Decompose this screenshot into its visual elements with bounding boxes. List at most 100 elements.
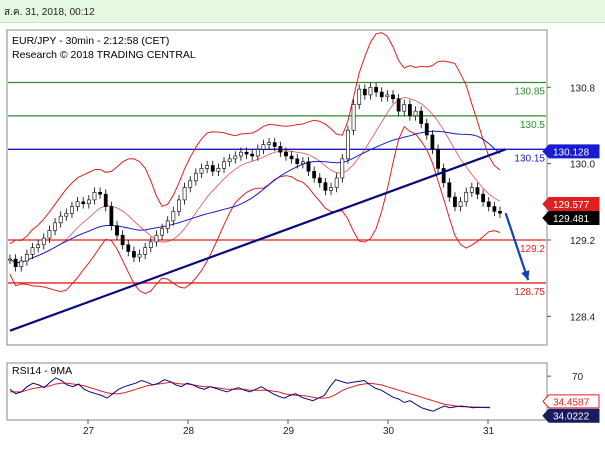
- candle-body-41: [239, 151, 243, 157]
- candle-body-5: [36, 244, 41, 248]
- level-label-1: 130.5: [520, 120, 545, 131]
- candle-body-57: [329, 187, 333, 191]
- candle-body-14: [86, 199, 91, 205]
- candle-body-87: [498, 211, 502, 214]
- candle-body-32: [188, 180, 193, 188]
- candle-body-4: [30, 247, 35, 255]
- price-tags: 130.128 129.577 129.481 34.4587 34.0222: [542, 144, 600, 423]
- candle-body-27: [160, 228, 164, 236]
- candle-body-86: [492, 206, 497, 212]
- candle-body-11: [70, 206, 74, 214]
- candle-body-33: [193, 172, 198, 182]
- candle-body-77: [441, 168, 446, 184]
- candle-body-31: [182, 187, 187, 201]
- moving-average: [9, 130, 501, 264]
- candle-body-65: [374, 86, 378, 93]
- candle-body-54: [312, 170, 317, 179]
- price-tag-0-bg: [542, 144, 600, 159]
- candle-body-68: [391, 94, 395, 100]
- rsi-y-tick-label-0: 70: [572, 372, 584, 383]
- candle-body-48: [278, 146, 283, 153]
- candle-body-30: [177, 199, 181, 212]
- candle-body-42: [244, 151, 249, 155]
- chart-subtitle: Research © 2018 TRADING CENTRAL: [12, 49, 196, 61]
- bollinger-lower: [9, 125, 501, 295]
- candle-body-60: [346, 129, 350, 160]
- candle-body-16: [98, 191, 103, 195]
- candle-body-62: [357, 88, 362, 105]
- candle-body-66: [379, 91, 384, 98]
- candle-body-29: [171, 211, 176, 222]
- y-tick-label-0: 130.8: [570, 83, 595, 94]
- trendline-group: [9, 148, 530, 332]
- x-axis-ticks: 27 28 29 30 31: [83, 420, 495, 437]
- candle-body-9: [58, 215, 63, 224]
- candle-body-15: [92, 191, 97, 201]
- candle-body-71: [407, 104, 412, 117]
- candle-body-28: [165, 220, 170, 229]
- candle-body-0: [8, 258, 12, 261]
- x-tick-label-4: 31: [483, 426, 495, 437]
- price-tag-1-label: 129.577: [553, 200, 590, 211]
- candle-body-73: [419, 110, 424, 124]
- candle-body-75: [430, 134, 435, 150]
- candle-body-64: [368, 86, 373, 96]
- candle-body-81: [464, 191, 469, 203]
- candle-body-43: [250, 153, 255, 157]
- candle-body-76: [436, 149, 440, 169]
- y-tick-label-2: 129.2: [570, 236, 595, 247]
- candle-body-38: [222, 161, 226, 169]
- candle-body-84: [481, 193, 486, 203]
- rsi-line: [9, 377, 491, 412]
- candle-body-61: [351, 104, 356, 131]
- price-tag-0-label: 130.128: [553, 147, 590, 158]
- candle-body-12: [75, 201, 80, 207]
- bollinger-bands: [9, 32, 501, 295]
- level-label-2: 130.15: [514, 153, 545, 164]
- bollinger-upper: [9, 32, 501, 245]
- candle-body-74: [424, 123, 429, 136]
- price-tag-1-bg: [542, 197, 600, 212]
- candle-body-56: [323, 182, 328, 191]
- candle-body-35: [205, 165, 210, 169]
- candle-body-59: [340, 158, 345, 179]
- candle-body-3: [24, 254, 29, 262]
- x-tick-label-1: 28: [183, 426, 195, 437]
- rsi-lines: [9, 377, 491, 412]
- candle-body-46: [267, 142, 271, 145]
- candlesticks: [8, 82, 502, 272]
- candle-body-49: [284, 151, 288, 157]
- y-axis-ticks: 130.8 130.0 129.2 128.4 70: [547, 83, 595, 383]
- y-tick-label-1: 130.0: [570, 160, 595, 171]
- candle-body-22: [132, 251, 136, 258]
- candle-body-21: [126, 244, 131, 252]
- rsi-tag-0-label: 34.4587: [553, 397, 590, 408]
- candle-body-70: [402, 104, 407, 112]
- candle-body-72: [413, 110, 418, 117]
- candle-body-2: [19, 260, 24, 268]
- candle-body-36: [210, 165, 215, 172]
- level-label-3: 129.2: [520, 244, 545, 255]
- rsi-tag-1-label: 34.0222: [553, 412, 590, 423]
- timestamp-bar: ส.ค. 31, 2018, 00:12: [0, 0, 605, 23]
- rsi-tag-0: 34.4587: [542, 394, 600, 409]
- candle-body-34: [199, 168, 204, 174]
- candle-body-83: [475, 187, 480, 195]
- price-tag-2-bg: [542, 211, 600, 226]
- candle-body-50: [289, 155, 294, 160]
- rsi-ma-line: [10, 381, 490, 408]
- rsi-tag-1: 34.0222: [542, 408, 600, 423]
- candle-body-52: [300, 161, 305, 164]
- level-label-4: 128.75: [514, 287, 545, 298]
- candle-body-10: [64, 212, 69, 217]
- candle-body-20: [120, 234, 125, 246]
- candle-body-58: [334, 177, 339, 188]
- candle-body-25: [148, 241, 153, 248]
- level-label-0: 130.85: [514, 87, 545, 98]
- candle-body-37: [216, 168, 221, 172]
- candle-body-51: [295, 158, 300, 164]
- candle-body-67: [385, 94, 390, 98]
- candle-body-47: [272, 142, 277, 147]
